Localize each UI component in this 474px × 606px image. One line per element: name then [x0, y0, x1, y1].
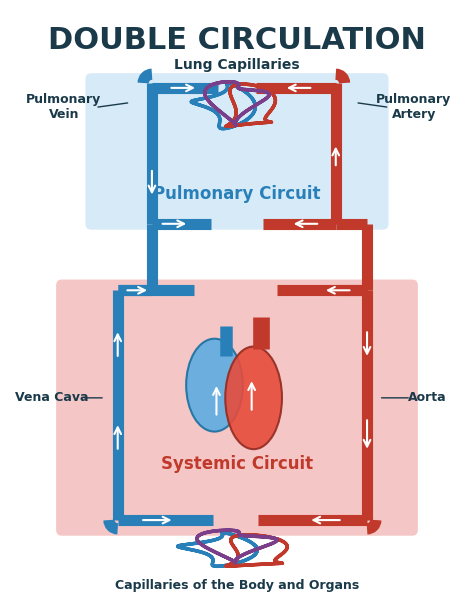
Text: DOUBLE CIRCULATION: DOUBLE CIRCULATION	[48, 27, 426, 56]
Text: Pulmonary
Artery: Pulmonary Artery	[376, 93, 452, 121]
Text: Systemic Circuit: Systemic Circuit	[161, 455, 313, 473]
Text: Capillaries of the Body and Organs: Capillaries of the Body and Organs	[115, 579, 359, 592]
FancyBboxPatch shape	[85, 73, 389, 230]
Text: Pulmonary
Vein: Pulmonary Vein	[26, 93, 101, 121]
Text: Aorta: Aorta	[409, 391, 447, 404]
Ellipse shape	[186, 339, 243, 431]
Text: Vena Cava: Vena Cava	[16, 391, 89, 404]
Ellipse shape	[225, 347, 282, 449]
Text: Lung Capillaries: Lung Capillaries	[174, 58, 300, 72]
Text: Pulmonary Circuit: Pulmonary Circuit	[153, 185, 321, 204]
FancyBboxPatch shape	[56, 279, 418, 536]
